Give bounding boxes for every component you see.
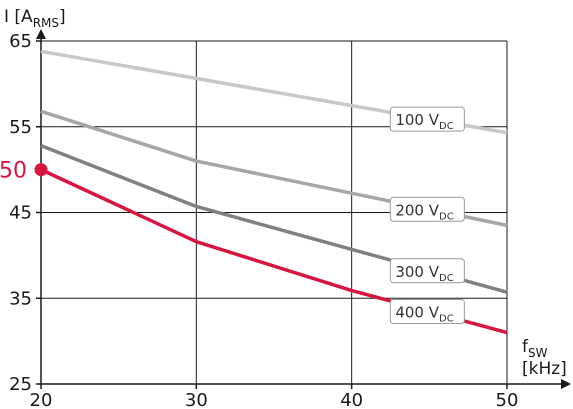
- series-label-0: 100 VDC: [389, 106, 465, 132]
- series-label-text: 200 VDC: [395, 201, 453, 222]
- x-axis-unit: [kHz]: [522, 359, 567, 379]
- series-label-1: 200 VDC: [389, 196, 465, 222]
- y-tick-label-25: 25: [9, 374, 32, 395]
- x-tick-label-50: 50: [496, 390, 519, 409]
- series-label-box: [389, 299, 465, 325]
- y-tick-label-45: 45: [9, 203, 32, 224]
- tick-labels: 20 30 40 50 25 35 45 55 65 50: [0, 31, 518, 409]
- x-axis-arrow: [561, 379, 571, 389]
- series-label-box: [389, 258, 465, 284]
- y-axis-arrow: [36, 29, 46, 39]
- y-axis-label: I [ARMS]: [4, 7, 66, 30]
- series-labels: 100 VDC 200 VDC 300 VDC 400 VDC: [389, 106, 465, 325]
- series-label-text: 100 VDC: [395, 111, 453, 132]
- x-tick-label-40: 40: [340, 390, 363, 409]
- x-tick-label-20: 20: [30, 390, 53, 409]
- x-tick-label-30: 30: [185, 390, 208, 409]
- y-tick-label-65: 65: [9, 31, 32, 52]
- series-lines: [34, 49, 508, 335]
- highlight-label: 50: [0, 159, 27, 184]
- series-label-2: 300 VDC: [389, 258, 465, 284]
- axes: [36, 29, 571, 389]
- x-axis-label: fSW: [522, 337, 548, 360]
- series-label-box: [389, 196, 465, 222]
- series-label-3: 400 VDC: [389, 299, 465, 325]
- highlight-point: [34, 163, 48, 177]
- y-tick-label-35: 35: [9, 288, 32, 309]
- grid: [41, 40, 508, 384]
- series-label-box: [389, 106, 465, 132]
- series-label-text: 300 VDC: [395, 263, 453, 284]
- y-tick-label-55: 55: [9, 117, 32, 138]
- series-label-text: 400 VDC: [395, 304, 453, 325]
